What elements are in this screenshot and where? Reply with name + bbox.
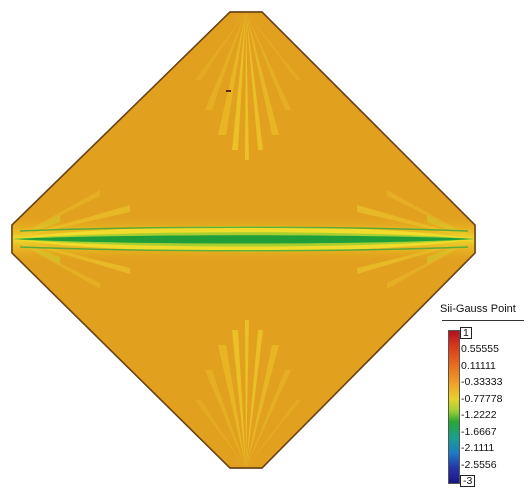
legend-tick-label: -3	[460, 475, 476, 487]
center-band-core	[12, 235, 475, 244]
legend-tick-label: -1.6667	[461, 425, 497, 438]
legend-rule	[442, 320, 524, 321]
legend-title: Sii-Gauss Point	[440, 303, 516, 315]
legend-tick-label: 1	[460, 327, 472, 339]
legend-tick-label: -0.33333	[461, 376, 503, 389]
legend-tick-label: -2.5556	[461, 458, 497, 471]
legend-tick-label: 0.11111	[461, 359, 496, 372]
legend-tick-label: 0.55555	[461, 343, 499, 356]
legend-color-bar	[448, 330, 460, 484]
legend-tick-label: -1.2222	[461, 409, 497, 422]
color-legend: Sii-Gauss Point 1 0.55555 0.11111 -0.33333 -…	[440, 303, 530, 487]
legend-tick-label: -2.1111	[461, 442, 495, 455]
bottom-fan	[195, 320, 301, 468]
top-fan	[195, 12, 301, 160]
speck-mark	[226, 90, 231, 92]
legend-tick-label: -0.77778	[461, 392, 503, 405]
